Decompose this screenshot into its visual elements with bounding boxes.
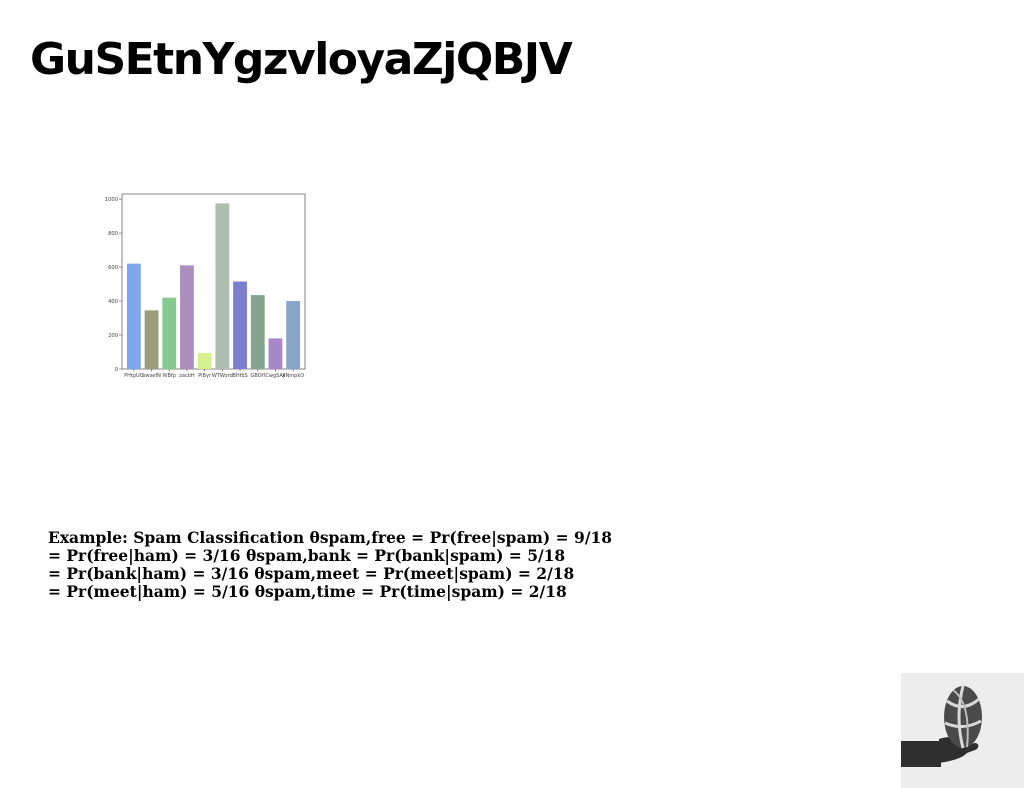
bar-chart: 0 200 400 600 800 1000 PHtpUO bwxefN WBfp zacbH Pi… <box>95 185 315 385</box>
bar <box>126 263 141 369</box>
bar <box>268 338 283 369</box>
y-tick-label: 1000 <box>105 197 118 203</box>
x-tick-label: PiByr <box>198 373 212 379</box>
bar <box>286 301 301 369</box>
x-tick-label: WBfp <box>163 373 176 379</box>
bar <box>180 265 194 369</box>
body-line: = Pr(meet|ham) = 5/16 θspam,time = Pr(ti… <box>48 582 567 601</box>
x-tick-label: PHtpUO <box>124 373 144 379</box>
bar <box>162 297 177 369</box>
plot-frame <box>121 193 306 370</box>
x-tick-label: zacbH <box>179 373 195 379</box>
x-tick-label: bwxefN <box>142 373 161 379</box>
y-tick-label: 600 <box>108 265 118 271</box>
hand-holding-basketball-icon <box>901 685 982 767</box>
bar <box>250 295 265 369</box>
bar <box>144 310 159 369</box>
bar <box>215 203 230 369</box>
body-line: = Pr(bank|ham) = 3/16 θspam,meet = Pr(me… <box>48 564 575 583</box>
slide-title: GuSEtnYgzvloyaZjQBJV <box>30 34 573 85</box>
y-tick-label: 200 <box>108 333 118 339</box>
body-line: Example: Spam Classification θspam,free … <box>48 528 613 547</box>
x-tick-label: WTWord <box>212 373 233 379</box>
x-tick-label: GBOfI <box>251 373 265 379</box>
body-line: = Pr(free|ham) = 3/16 θspam,bank = Pr(ba… <box>48 546 566 565</box>
y-tick-label: 0 <box>115 367 118 373</box>
x-tick-label: XNmpkO <box>282 373 304 379</box>
x-tick-label: BHfbS <box>232 373 247 379</box>
x-tick-label: CwgSAy <box>265 373 285 379</box>
y-tick-label: 400 <box>108 299 118 305</box>
body-text: Example: Spam Classification θspam,free … <box>48 529 748 601</box>
y-tick-label: 800 <box>108 231 118 237</box>
basketball-photo <box>901 673 1024 788</box>
bar <box>233 281 247 369</box>
bar <box>197 352 212 369</box>
